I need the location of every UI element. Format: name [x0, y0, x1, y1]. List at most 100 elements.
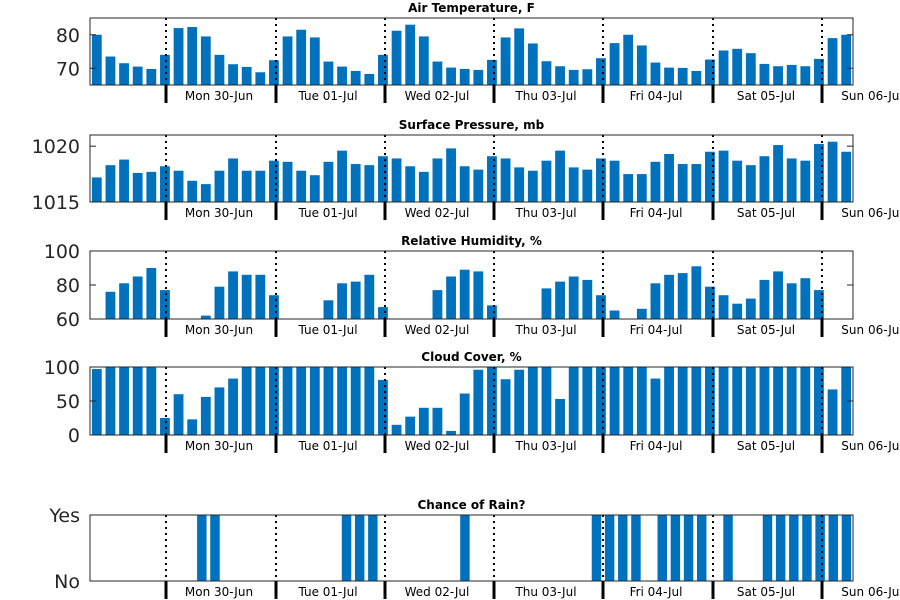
- bar: [173, 170, 184, 202]
- x-tick-label: Fri 04-Jul: [630, 89, 683, 103]
- bar: [705, 151, 715, 202]
- bar: [228, 271, 238, 319]
- x-tick-label: Tue 01-Jul: [297, 439, 357, 453]
- bar: [732, 48, 743, 85]
- x-tick-label: Sat 05-Jul: [737, 585, 795, 599]
- bar: [350, 70, 361, 85]
- bar: [187, 27, 198, 85]
- bar: [841, 34, 852, 85]
- bar: [609, 310, 620, 319]
- bar: [200, 184, 211, 202]
- bar: [814, 143, 824, 202]
- bar: [146, 171, 157, 202]
- bar: [378, 156, 388, 202]
- bar: [527, 170, 538, 202]
- bar: [323, 61, 334, 85]
- bar: [786, 283, 797, 319]
- bar: [759, 63, 770, 85]
- x-tick-label: Mon 30-Jun: [185, 439, 253, 453]
- x-tick-label: Sat 05-Jul: [737, 323, 795, 337]
- bar: [132, 172, 143, 202]
- bar: [677, 273, 688, 319]
- bar: [432, 61, 443, 85]
- x-tick-label: Sun 06-Jul: [841, 89, 900, 103]
- bar: [541, 367, 552, 435]
- bar: [723, 515, 733, 581]
- bar: [815, 515, 825, 581]
- bar: [773, 271, 783, 319]
- panel-title: Air Temperature, F: [408, 1, 535, 15]
- bar: [296, 29, 307, 85]
- bar: [214, 286, 225, 319]
- bar: [91, 369, 102, 435]
- bar: [418, 407, 429, 435]
- bar: [609, 43, 620, 86]
- bar: [487, 156, 497, 202]
- bar: [364, 73, 375, 85]
- bar: [582, 169, 593, 202]
- bar: [555, 398, 565, 435]
- x-tick-label: Fri 04-Jul: [630, 323, 683, 337]
- bar: [732, 160, 743, 202]
- bar: [282, 161, 293, 202]
- bar: [664, 67, 674, 85]
- bar: [664, 367, 674, 435]
- bar: [841, 151, 852, 202]
- bar: [132, 66, 143, 85]
- bar: [623, 367, 634, 435]
- bar: [568, 367, 579, 435]
- bar: [119, 283, 129, 319]
- y-tick-label: 70: [56, 58, 80, 80]
- bar: [555, 66, 565, 85]
- bar: [664, 274, 674, 319]
- bar: [368, 515, 378, 581]
- bar: [173, 28, 184, 85]
- x-tick-label: Tue 01-Jul: [297, 89, 357, 103]
- bar: [841, 515, 852, 581]
- bar: [732, 303, 743, 319]
- bar: [146, 268, 157, 319]
- y-tick-label: 1020: [32, 136, 80, 158]
- bar: [119, 63, 129, 85]
- bar: [337, 367, 347, 435]
- axes-box: [89, 514, 854, 582]
- bar: [119, 159, 129, 202]
- bar: [354, 515, 365, 581]
- bar: [282, 36, 293, 85]
- bar: [618, 515, 628, 581]
- bar: [800, 66, 811, 85]
- x-tick-label: Tue 01-Jul: [297, 206, 357, 220]
- bar: [391, 424, 402, 435]
- bar: [378, 54, 388, 85]
- bar: [814, 290, 824, 319]
- x-tick-label: Wed 02-Jul: [405, 206, 470, 220]
- x-tick-label: Wed 02-Jul: [405, 585, 470, 599]
- bar: [677, 367, 688, 435]
- bar: [775, 515, 786, 581]
- bar: [623, 174, 634, 202]
- bar: [364, 165, 375, 202]
- bar: [541, 288, 552, 319]
- panel-3: Relative Humidity, % 60 80 100 Mon 30-Jun Tue…: [44, 234, 900, 337]
- bar: [197, 515, 207, 581]
- x-tick-label: Fri 04-Jul: [630, 206, 683, 220]
- bar: [350, 164, 361, 202]
- bar: [677, 67, 688, 85]
- bar: [814, 58, 824, 85]
- y-tick-label: 0: [68, 425, 80, 447]
- bar: [596, 158, 606, 202]
- x-tick-label: Thu 03-Jul: [514, 323, 576, 337]
- x-tick-label: Thu 03-Jul: [514, 439, 576, 453]
- bar: [200, 396, 211, 435]
- bar: [187, 180, 198, 202]
- bar: [446, 430, 456, 435]
- bar: [650, 161, 661, 202]
- bar: [596, 58, 606, 85]
- bar: [786, 64, 797, 85]
- bar: [241, 274, 252, 319]
- bar: [800, 367, 811, 435]
- bar: [500, 379, 511, 435]
- bar: [473, 369, 484, 435]
- x-tick-label: Wed 02-Jul: [405, 439, 470, 453]
- bar: [91, 177, 102, 202]
